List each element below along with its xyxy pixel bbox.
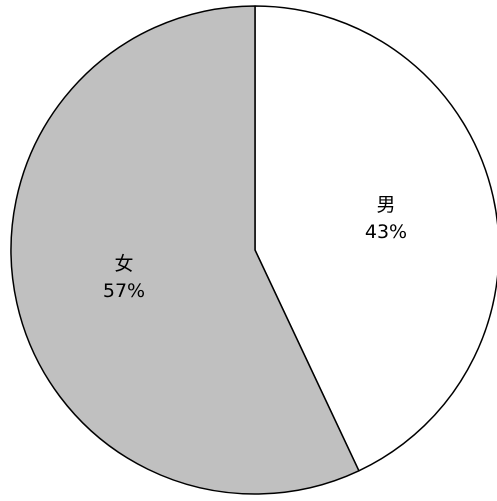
pie-slice-1-label: 女 (114, 253, 133, 275)
labels-layer: 男 43% 女 57% (103, 194, 407, 302)
pie-slice-1 (10, 5, 360, 495)
pie-slice-0-value-label: 43% (365, 221, 407, 243)
pie-slice-0 (254, 5, 497, 472)
pie-slice-1-value-label: 57% (103, 280, 145, 302)
slices-layer (10, 5, 497, 495)
pie-slice-0-label: 男 (376, 194, 395, 216)
